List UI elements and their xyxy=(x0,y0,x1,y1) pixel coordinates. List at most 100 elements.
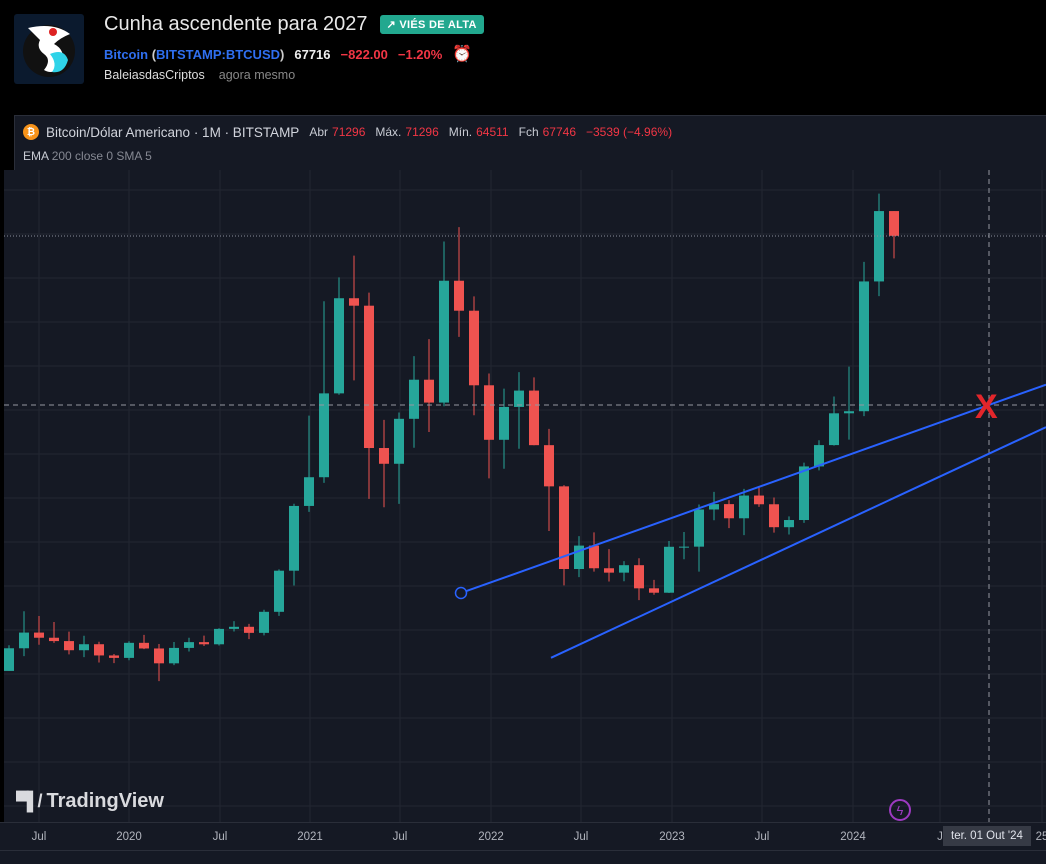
candle-body xyxy=(364,305,374,449)
candle-body xyxy=(409,379,419,419)
trendline-anchor-handle xyxy=(454,586,468,600)
candle-body xyxy=(649,588,659,593)
candle-body xyxy=(514,390,524,407)
candle-body xyxy=(49,637,59,642)
candle-body xyxy=(604,568,614,573)
price-change-pct: −1.20% xyxy=(397,46,443,62)
open-value: 71296 xyxy=(332,125,366,139)
candle-body xyxy=(769,504,779,528)
candle-body xyxy=(94,644,104,656)
candle-body xyxy=(694,509,704,547)
candle-body xyxy=(574,545,584,570)
bias-badge[interactable]: ↗ VIÉS DE ALTA xyxy=(379,15,484,34)
time-tick: J xyxy=(937,831,943,843)
indicator-params: 200 close 0 SMA 5 xyxy=(51,149,152,163)
candle-body xyxy=(184,642,194,648)
author-name[interactable]: BaleiasdasCriptos xyxy=(104,68,205,82)
candle-body xyxy=(799,466,809,521)
symbol-row: Bitcoin (BITSTAMP:BTCUSD) 67716 −822.00 … xyxy=(104,44,472,64)
candle-body xyxy=(634,565,644,589)
publish-time: agora mesmo xyxy=(218,68,296,82)
lightning-icon[interactable]: ϟ xyxy=(889,799,911,821)
indicator-legend[interactable]: EMA 200 close 0 SMA 5 xyxy=(23,149,152,163)
candle-body xyxy=(874,211,884,282)
candle-body xyxy=(304,477,314,506)
candle-body xyxy=(214,628,224,645)
candle-body xyxy=(154,648,164,664)
candle-body xyxy=(784,520,794,528)
candle-body xyxy=(394,418,404,464)
high-value: 71296 xyxy=(405,125,439,139)
time-tick: 25 xyxy=(1035,831,1046,843)
candle-body xyxy=(619,565,629,573)
candle-body xyxy=(34,632,44,638)
candle-body xyxy=(664,546,674,593)
author-avatar[interactable] xyxy=(14,14,84,84)
symbol-description[interactable]: Bitcoin/Dólar Americano · 1M · BITSTAMP xyxy=(46,124,300,140)
indicator-name: EMA xyxy=(23,149,49,163)
author-row: BaleiasdasCriptos agora mesmo xyxy=(104,68,295,82)
candle-body xyxy=(844,411,854,414)
candle-body xyxy=(289,505,299,571)
time-tick: Jul xyxy=(31,831,47,843)
candle-body xyxy=(244,626,254,633)
trendline xyxy=(550,426,1046,659)
annotation-x: X xyxy=(975,388,998,426)
add-alert-icon[interactable]: ⏰ xyxy=(452,46,473,63)
candle-body xyxy=(334,298,344,394)
candle-body xyxy=(79,644,89,651)
candle-body xyxy=(454,280,464,311)
candle-body xyxy=(439,280,449,403)
candle-body xyxy=(379,448,389,464)
bar-change: −3539 (−4.96%) xyxy=(586,125,673,139)
bottom-toolbar xyxy=(0,850,1046,864)
time-tick: 2024 xyxy=(840,831,866,843)
candle-body xyxy=(859,281,869,412)
time-tick: 2020 xyxy=(116,831,142,843)
candle-body xyxy=(529,390,539,446)
candle-body xyxy=(544,445,554,487)
candle-body xyxy=(424,379,434,403)
candle-body xyxy=(274,570,284,612)
candle-body xyxy=(709,504,719,510)
candle-body xyxy=(259,611,269,633)
brand-text: TradingView xyxy=(46,790,164,812)
tradingview-logo[interactable]: ▀▌/TradingView xyxy=(16,790,164,812)
bitcoin-icon: ₿ xyxy=(23,124,39,140)
candle-body xyxy=(109,655,119,658)
time-tick: Jul xyxy=(754,831,770,843)
candle-body xyxy=(124,642,134,658)
time-tick: Jul xyxy=(573,831,589,843)
candle-body xyxy=(889,211,899,236)
low-value: 64511 xyxy=(476,125,509,139)
candle-body xyxy=(814,445,824,467)
candle-body xyxy=(19,632,29,649)
idea-title-row: Cunha ascendente para 2027 ↗ VIÉS DE ALT… xyxy=(104,13,484,36)
candle-body xyxy=(349,298,359,306)
time-axis[interactable]: Jul 2020 Jul 2021 Jul 2022 Jul 2023 Jul 2024 J 25 xyxy=(0,822,1046,850)
close-value: 67746 xyxy=(542,125,576,139)
candle-body xyxy=(499,406,509,440)
ohlc-legend: ₿ Bitcoin/Dólar Americano · 1M · BITSTAM… xyxy=(23,124,672,140)
candle-body xyxy=(139,642,149,649)
candle-body xyxy=(484,385,494,440)
candle-body xyxy=(199,642,209,645)
chart-background xyxy=(4,170,1046,822)
chart-legend-panel: ₿ Bitcoin/Dólar Americano · 1M · BITSTAM… xyxy=(14,115,1046,170)
price-change: −822.00 xyxy=(340,46,388,62)
last-price: 67716 xyxy=(294,46,331,62)
candle-body xyxy=(559,486,569,570)
candle-body xyxy=(739,495,749,519)
close-label: Fch xyxy=(518,125,539,139)
time-tick: Jul xyxy=(212,831,228,843)
low-label: Mín. xyxy=(448,125,473,139)
price-chart[interactable] xyxy=(4,170,1046,822)
crosshair-date-label: ter. 01 Out '24 xyxy=(943,826,1031,846)
time-tick: 2021 xyxy=(297,831,323,843)
candle-body xyxy=(169,647,179,664)
symbol-link[interactable]: Bitcoin (BITSTAMP:BTCUSD) xyxy=(104,46,285,62)
candle-body xyxy=(754,495,764,505)
candle-body xyxy=(64,641,74,651)
candle-body xyxy=(469,310,479,386)
candle-body xyxy=(589,545,599,569)
